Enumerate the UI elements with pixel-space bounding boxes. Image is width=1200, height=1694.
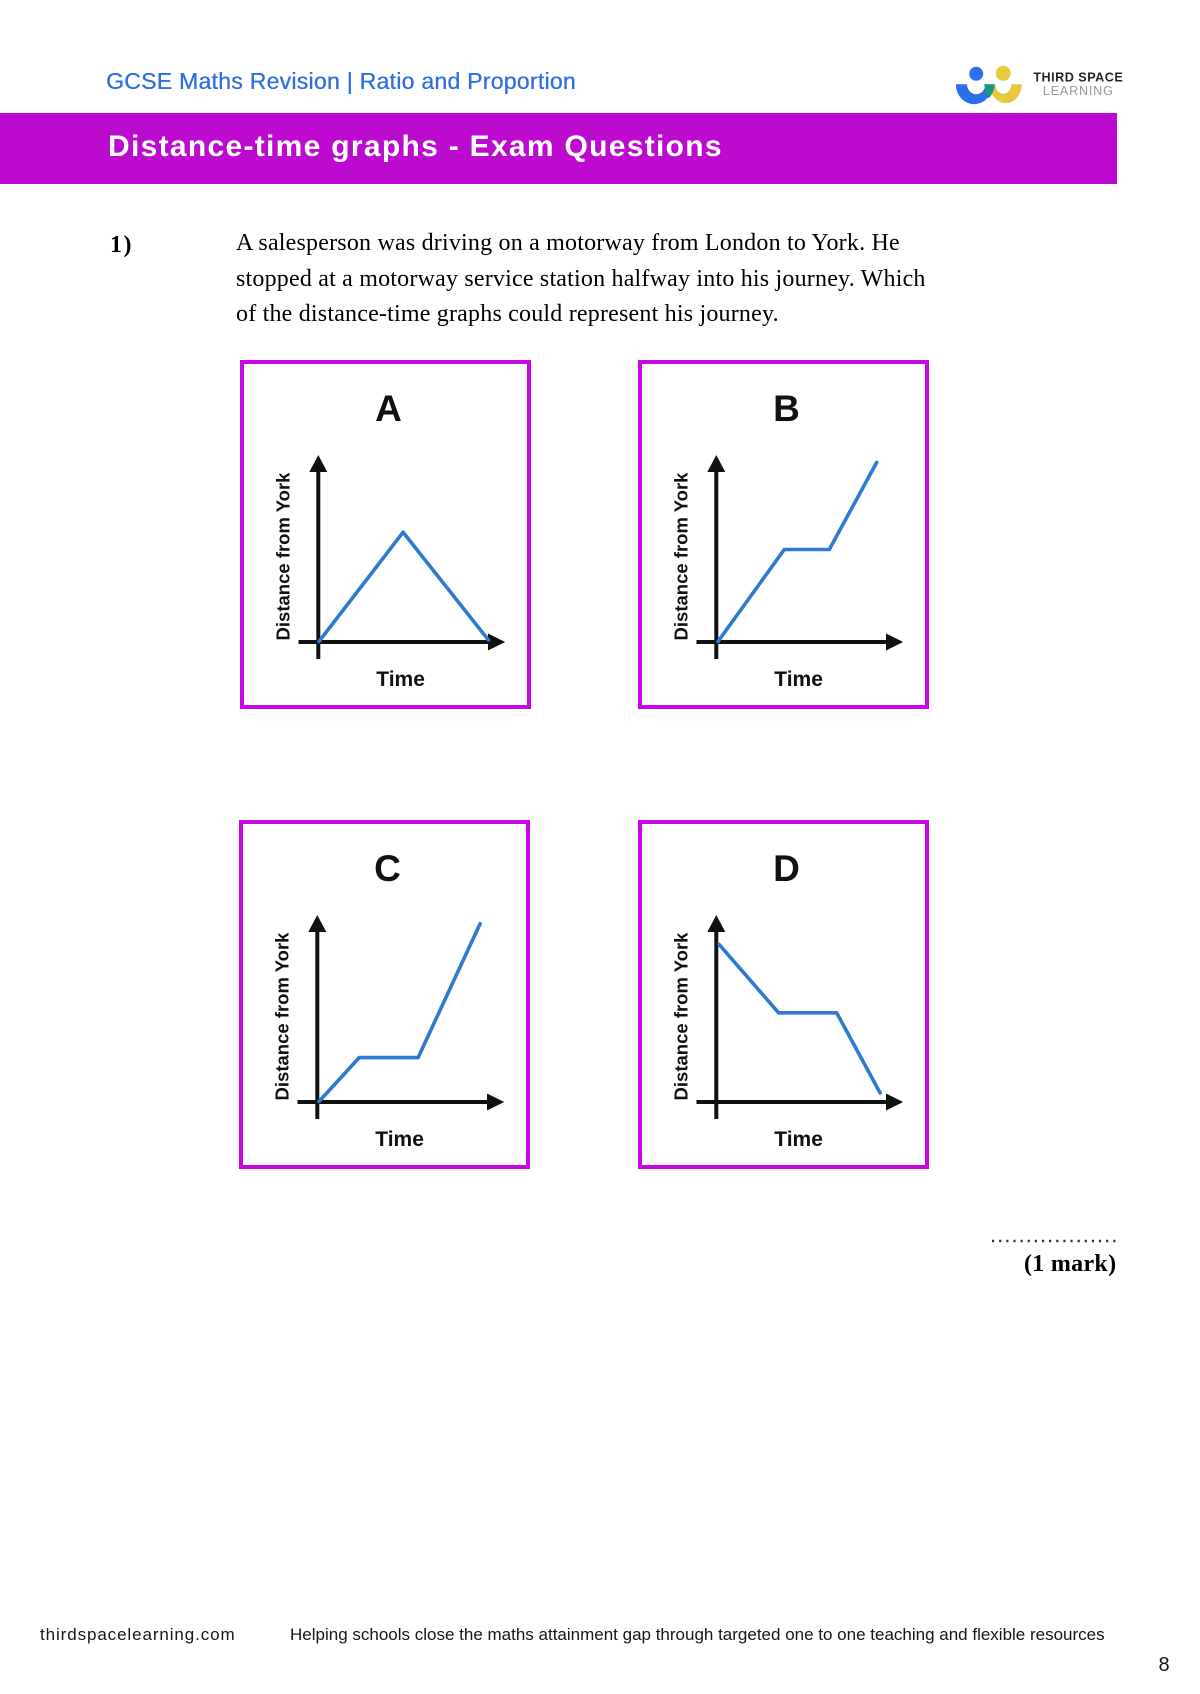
svg-text:LEARNING: LEARNING	[1043, 84, 1114, 98]
svg-text:B: B	[773, 388, 800, 429]
svg-text:A: A	[375, 388, 402, 429]
svg-text:Time: Time	[375, 1128, 424, 1151]
svg-text:Distance from York: Distance from York	[670, 472, 691, 641]
svg-text:Distance from York: Distance from York	[271, 932, 292, 1101]
svg-text:Distance from York: Distance from York	[272, 472, 293, 641]
svg-text:Time: Time	[774, 1128, 823, 1151]
svg-text:C: C	[374, 848, 401, 889]
svg-text:Time: Time	[376, 668, 425, 691]
svg-text:D: D	[773, 848, 800, 889]
svg-text:Distance from York: Distance from York	[670, 932, 691, 1101]
svg-text:THIRD SPACE: THIRD SPACE	[1033, 71, 1123, 85]
svg-text:Time: Time	[774, 668, 823, 691]
